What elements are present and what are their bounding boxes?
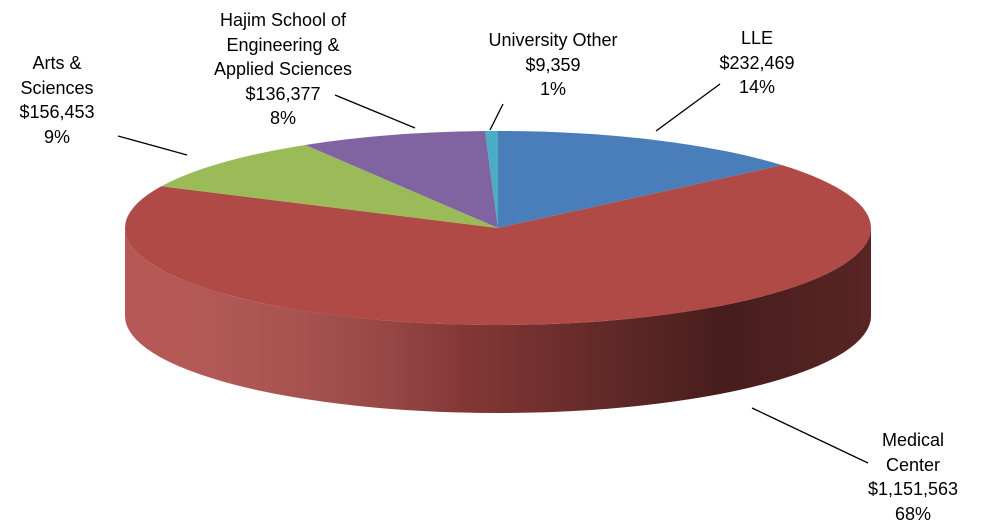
value-label: $9,359 [453, 53, 653, 78]
percent-label: 1% [453, 77, 653, 102]
percent-label: 9% [0, 125, 157, 150]
category-label: Arts & Sciences [12, 51, 102, 100]
value-label: $1,151,563 [813, 477, 987, 502]
percent-label: 68% [813, 502, 987, 526]
category-label: Hajim School of Engineering & Applied Sc… [201, 8, 366, 82]
value-label: $232,469 [657, 51, 857, 76]
percent-label: 14% [657, 75, 857, 100]
value-label: $136,377 [183, 82, 383, 107]
data-label: Hajim School of Engineering & Applied Sc… [183, 8, 383, 131]
leader-line [490, 104, 503, 130]
value-label: $156,453 [0, 100, 157, 125]
percent-label: 8% [183, 106, 383, 131]
category-label: Medical Center [868, 428, 958, 477]
category-label: University Other [453, 28, 653, 53]
pie-top [125, 131, 871, 325]
category-label: LLE [657, 26, 857, 51]
